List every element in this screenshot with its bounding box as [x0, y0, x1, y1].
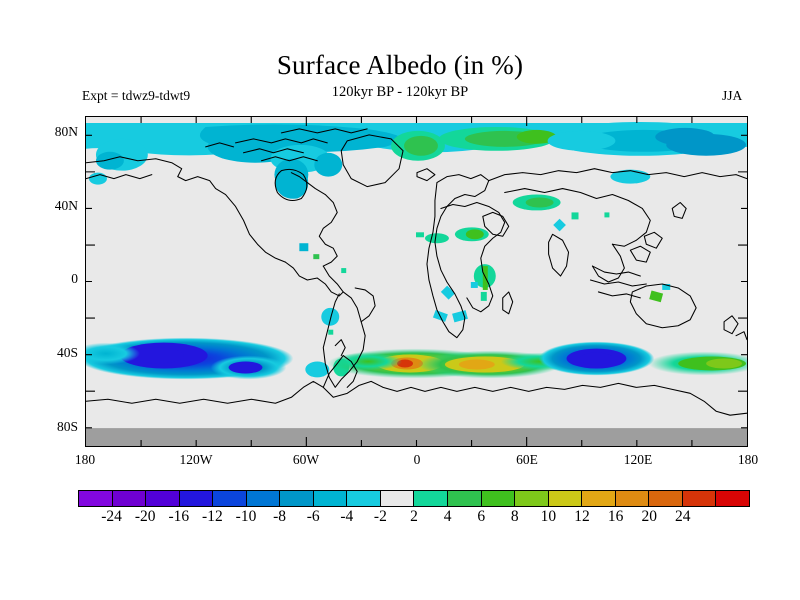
- coastlines: [86, 128, 747, 416]
- colorbar-ticks: -24 -20 -16 -12 -10 -8 -6 -4 -2 2 4 6 8 10 12 16 20 24: [78, 508, 750, 530]
- ytick-label-40s: 40S: [56, 345, 78, 360]
- axis-ticks: [86, 117, 747, 446]
- page-title: Surface Albedo (in %): [276, 50, 524, 80]
- colorbar-segment-1: [112, 491, 147, 506]
- colorbar-tick-2: 2: [410, 508, 418, 525]
- colorbar-tick--20: -20: [134, 508, 156, 525]
- anomaly-field: [86, 121, 747, 380]
- colorbar-tick--24: -24: [101, 508, 122, 525]
- colorbar-tick--4: -4: [340, 508, 354, 525]
- colorbar-tick--6: -6: [306, 508, 320, 525]
- colorbar-tick-6: 6: [477, 508, 486, 525]
- colorbar-segment-5: [246, 491, 281, 506]
- colorbar-tick-24: 24: [675, 508, 691, 525]
- xtick-label-0: 0: [413, 452, 421, 467]
- colorbar-segment-11: [448, 491, 482, 506]
- colorbar-tick-4: 4: [443, 508, 452, 525]
- colorbar-segment-15: [582, 491, 616, 506]
- ytick-label-80n: 80N: [54, 124, 78, 139]
- colorbar-segment-19: [716, 491, 749, 506]
- colorbar-segment-6: [280, 491, 314, 506]
- colorbar-tick-16: 16: [607, 508, 624, 525]
- map-background: [86, 117, 747, 446]
- colorbar-segment-12: [481, 491, 516, 506]
- colorbar-segment-3: [179, 491, 214, 506]
- xtick-label-120e: 120E: [623, 452, 653, 467]
- colorbar-segment-8: [347, 491, 381, 506]
- colorbar-tick-10: 10: [540, 508, 557, 525]
- colorbar-tick-8: 8: [510, 508, 519, 525]
- xtick-label-180w: 180: [74, 452, 96, 467]
- colorbar-segment-14: [548, 491, 583, 506]
- experiment-label: Expt = tdwz9-tdwt9: [82, 88, 191, 103]
- ytick-label-80s: 80S: [56, 419, 78, 434]
- xtick-label-120w: 120W: [179, 452, 213, 467]
- colorbar-tick--12: -12: [202, 508, 223, 525]
- season-label: JJA: [722, 88, 743, 103]
- colorbar-tick--10: -10: [235, 508, 257, 525]
- colorbar-segment-2: [146, 491, 180, 506]
- colorbar-tick--2: -2: [373, 508, 387, 525]
- colorbar-segment-7: [313, 491, 348, 506]
- colorbar-segment-10: [414, 491, 449, 506]
- colorbar-tick-12: 12: [574, 508, 590, 525]
- colorbar: [78, 490, 750, 507]
- colorbar-segment-16: [615, 491, 650, 506]
- colorbar-segment-13: [515, 491, 549, 506]
- colorbar-segment-0: [79, 491, 113, 506]
- xtick-label-180e: 180: [737, 452, 759, 467]
- colorbar-segment-18: [682, 491, 717, 506]
- colorbar-segment-4: [213, 491, 247, 506]
- colorbar-segment-17: [649, 491, 683, 506]
- colorbar-tick--16: -16: [168, 508, 190, 525]
- map-svg: [86, 117, 747, 446]
- chart-subtitle: 120kyr BP - 120kyr BP: [331, 84, 469, 100]
- map-plot-area: [85, 116, 748, 447]
- xtick-label-60e: 60E: [516, 452, 538, 467]
- ytick-label-0: 0: [71, 271, 78, 286]
- colorbar-tick-20: 20: [641, 508, 657, 525]
- colorbar-tick--8: -8: [273, 508, 287, 525]
- ytick-label-40n: 40N: [54, 198, 78, 213]
- colorbar-segment-9: [380, 491, 415, 506]
- xtick-label-60w: 60W: [292, 452, 320, 467]
